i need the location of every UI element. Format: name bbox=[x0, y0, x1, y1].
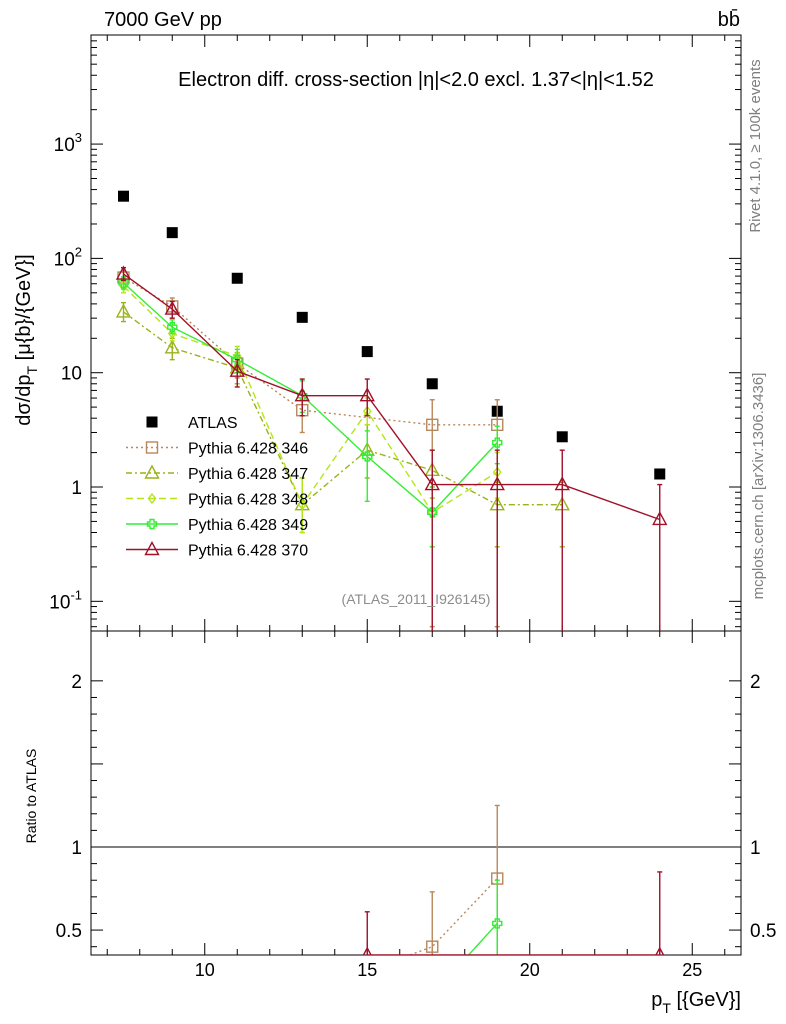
process-label: bb̄ bbox=[718, 8, 740, 31]
ratio-layer bbox=[362, 804, 665, 955]
y-tick-exponent: 2 bbox=[75, 244, 82, 259]
ratio-series-4 bbox=[467, 879, 503, 955]
series-5 bbox=[115, 265, 668, 631]
y-tick-label: 10-1 bbox=[49, 587, 82, 613]
legend-label: Pythia 6.428 348 bbox=[188, 492, 308, 509]
data-point bbox=[231, 272, 243, 284]
legend: ATLAS Pythia 6.428 346 Pythia 6.428 347 Pyt… bbox=[126, 415, 308, 560]
legend-marker bbox=[147, 492, 157, 505]
data-point bbox=[424, 476, 440, 491]
data-point bbox=[166, 227, 178, 239]
data-point bbox=[654, 468, 666, 480]
axis-ticks bbox=[91, 34, 741, 955]
x-tick-label: 20 bbox=[520, 960, 540, 980]
data-point bbox=[359, 387, 375, 402]
series-layer bbox=[115, 190, 668, 631]
legend-entry: Pythia 6.428 370 bbox=[126, 541, 308, 560]
ratio-tick-label-right: 2 bbox=[750, 672, 761, 693]
ratio-tick-label: 0.5 bbox=[56, 921, 82, 942]
data-point bbox=[426, 418, 439, 432]
chart-title: Electron diff. cross-section |η|<2.0 exc… bbox=[178, 69, 654, 91]
y-tick-exponent: 3 bbox=[75, 130, 82, 145]
series-3 bbox=[119, 279, 502, 548]
ratio-plot-frame bbox=[90, 630, 742, 956]
legend-label: Pythia 6.428 347 bbox=[188, 466, 308, 483]
data-point bbox=[232, 354, 243, 365]
data-point bbox=[556, 431, 568, 443]
ratio-series-1 bbox=[407, 804, 504, 955]
ratio-y-label: Ratio to ATLAS bbox=[23, 749, 39, 844]
data-point bbox=[362, 451, 373, 462]
legend-entry: ATLAS bbox=[146, 415, 238, 432]
legend-marker bbox=[146, 518, 158, 530]
legend-marker bbox=[144, 541, 160, 556]
legend-entry: Pythia 6.428 348 bbox=[126, 492, 308, 509]
ratio-tick-label: 2 bbox=[71, 672, 82, 693]
ratio-line bbox=[407, 878, 498, 955]
legend-marker bbox=[144, 464, 160, 479]
data-point bbox=[229, 362, 245, 377]
series-line bbox=[123, 311, 563, 506]
legend-label: Pythia 6.428 349 bbox=[188, 517, 308, 534]
y-tick-label: 102 bbox=[54, 244, 82, 270]
x-tick-label: 15 bbox=[357, 960, 377, 980]
data-point bbox=[164, 300, 180, 315]
ratio-point bbox=[362, 946, 372, 955]
legend-entry: Pythia 6.428 349 bbox=[126, 517, 308, 534]
energy-label: 7000 GeV pp bbox=[104, 9, 222, 31]
data-point bbox=[426, 378, 438, 390]
x-tick-label: 10 bbox=[195, 960, 215, 980]
data-point bbox=[554, 476, 570, 491]
series-line bbox=[123, 282, 498, 514]
legend-marker bbox=[146, 416, 158, 428]
ratio-point bbox=[426, 940, 439, 953]
ratio-tick-label-right: 0.5 bbox=[750, 921, 776, 942]
y-axis-title: dσ/dpT [μ{b}/{GeV}] bbox=[13, 254, 40, 425]
data-point bbox=[118, 190, 129, 202]
series-1 bbox=[117, 270, 504, 628]
data-point bbox=[115, 265, 132, 280]
legend-marker bbox=[145, 441, 159, 454]
y-tick-label: 1 bbox=[71, 478, 82, 499]
y-tick-label: 103 bbox=[54, 130, 82, 156]
reference-label: (ATLAS_2011_I926145) bbox=[342, 591, 491, 607]
ratio-tick-label-right: 1 bbox=[750, 838, 761, 859]
axis-labels: 10 15 20 25 10-1 1 10 102 103 0.5 0.5 1 1 2 2 dσ/dpT [μ… bbox=[13, 130, 776, 1016]
ratio-line bbox=[467, 922, 498, 955]
legend-label: Pythia 6.428 370 bbox=[188, 543, 308, 560]
data-point bbox=[297, 499, 307, 511]
x-axis-title: pT [{GeV}] bbox=[651, 989, 741, 1016]
rivet-label: Rivet 4.1.0, ≥ 100k events bbox=[747, 59, 764, 232]
data-point bbox=[164, 339, 180, 354]
legend-label: Pythia 6.428 346 bbox=[188, 441, 308, 458]
ratio-point bbox=[492, 918, 503, 929]
series-2 bbox=[115, 301, 570, 548]
y-tick-exponent: -1 bbox=[70, 587, 82, 602]
data-point bbox=[294, 387, 310, 402]
data-point bbox=[427, 507, 438, 518]
legend-label: ATLAS bbox=[188, 415, 238, 432]
mcplots-label: mcplots.cern.ch [arXiv:1306.3436] bbox=[750, 373, 767, 600]
data-point bbox=[115, 303, 132, 318]
ratio-point bbox=[655, 946, 665, 955]
series-line bbox=[123, 285, 498, 514]
data-point bbox=[489, 476, 505, 491]
ratio-series-5 bbox=[362, 871, 665, 955]
data-point bbox=[361, 346, 373, 358]
data-point bbox=[492, 437, 503, 448]
data-point bbox=[652, 511, 668, 526]
legend-entry: Pythia 6.428 346 bbox=[126, 441, 308, 458]
data-point bbox=[296, 311, 308, 323]
x-tick-label: 25 bbox=[682, 960, 702, 980]
legend-entry: Pythia 6.428 347 bbox=[126, 464, 308, 483]
data-point bbox=[167, 322, 178, 333]
y-tick-label: 10 bbox=[61, 364, 82, 385]
ratio-tick-label: 1 bbox=[71, 838, 82, 859]
